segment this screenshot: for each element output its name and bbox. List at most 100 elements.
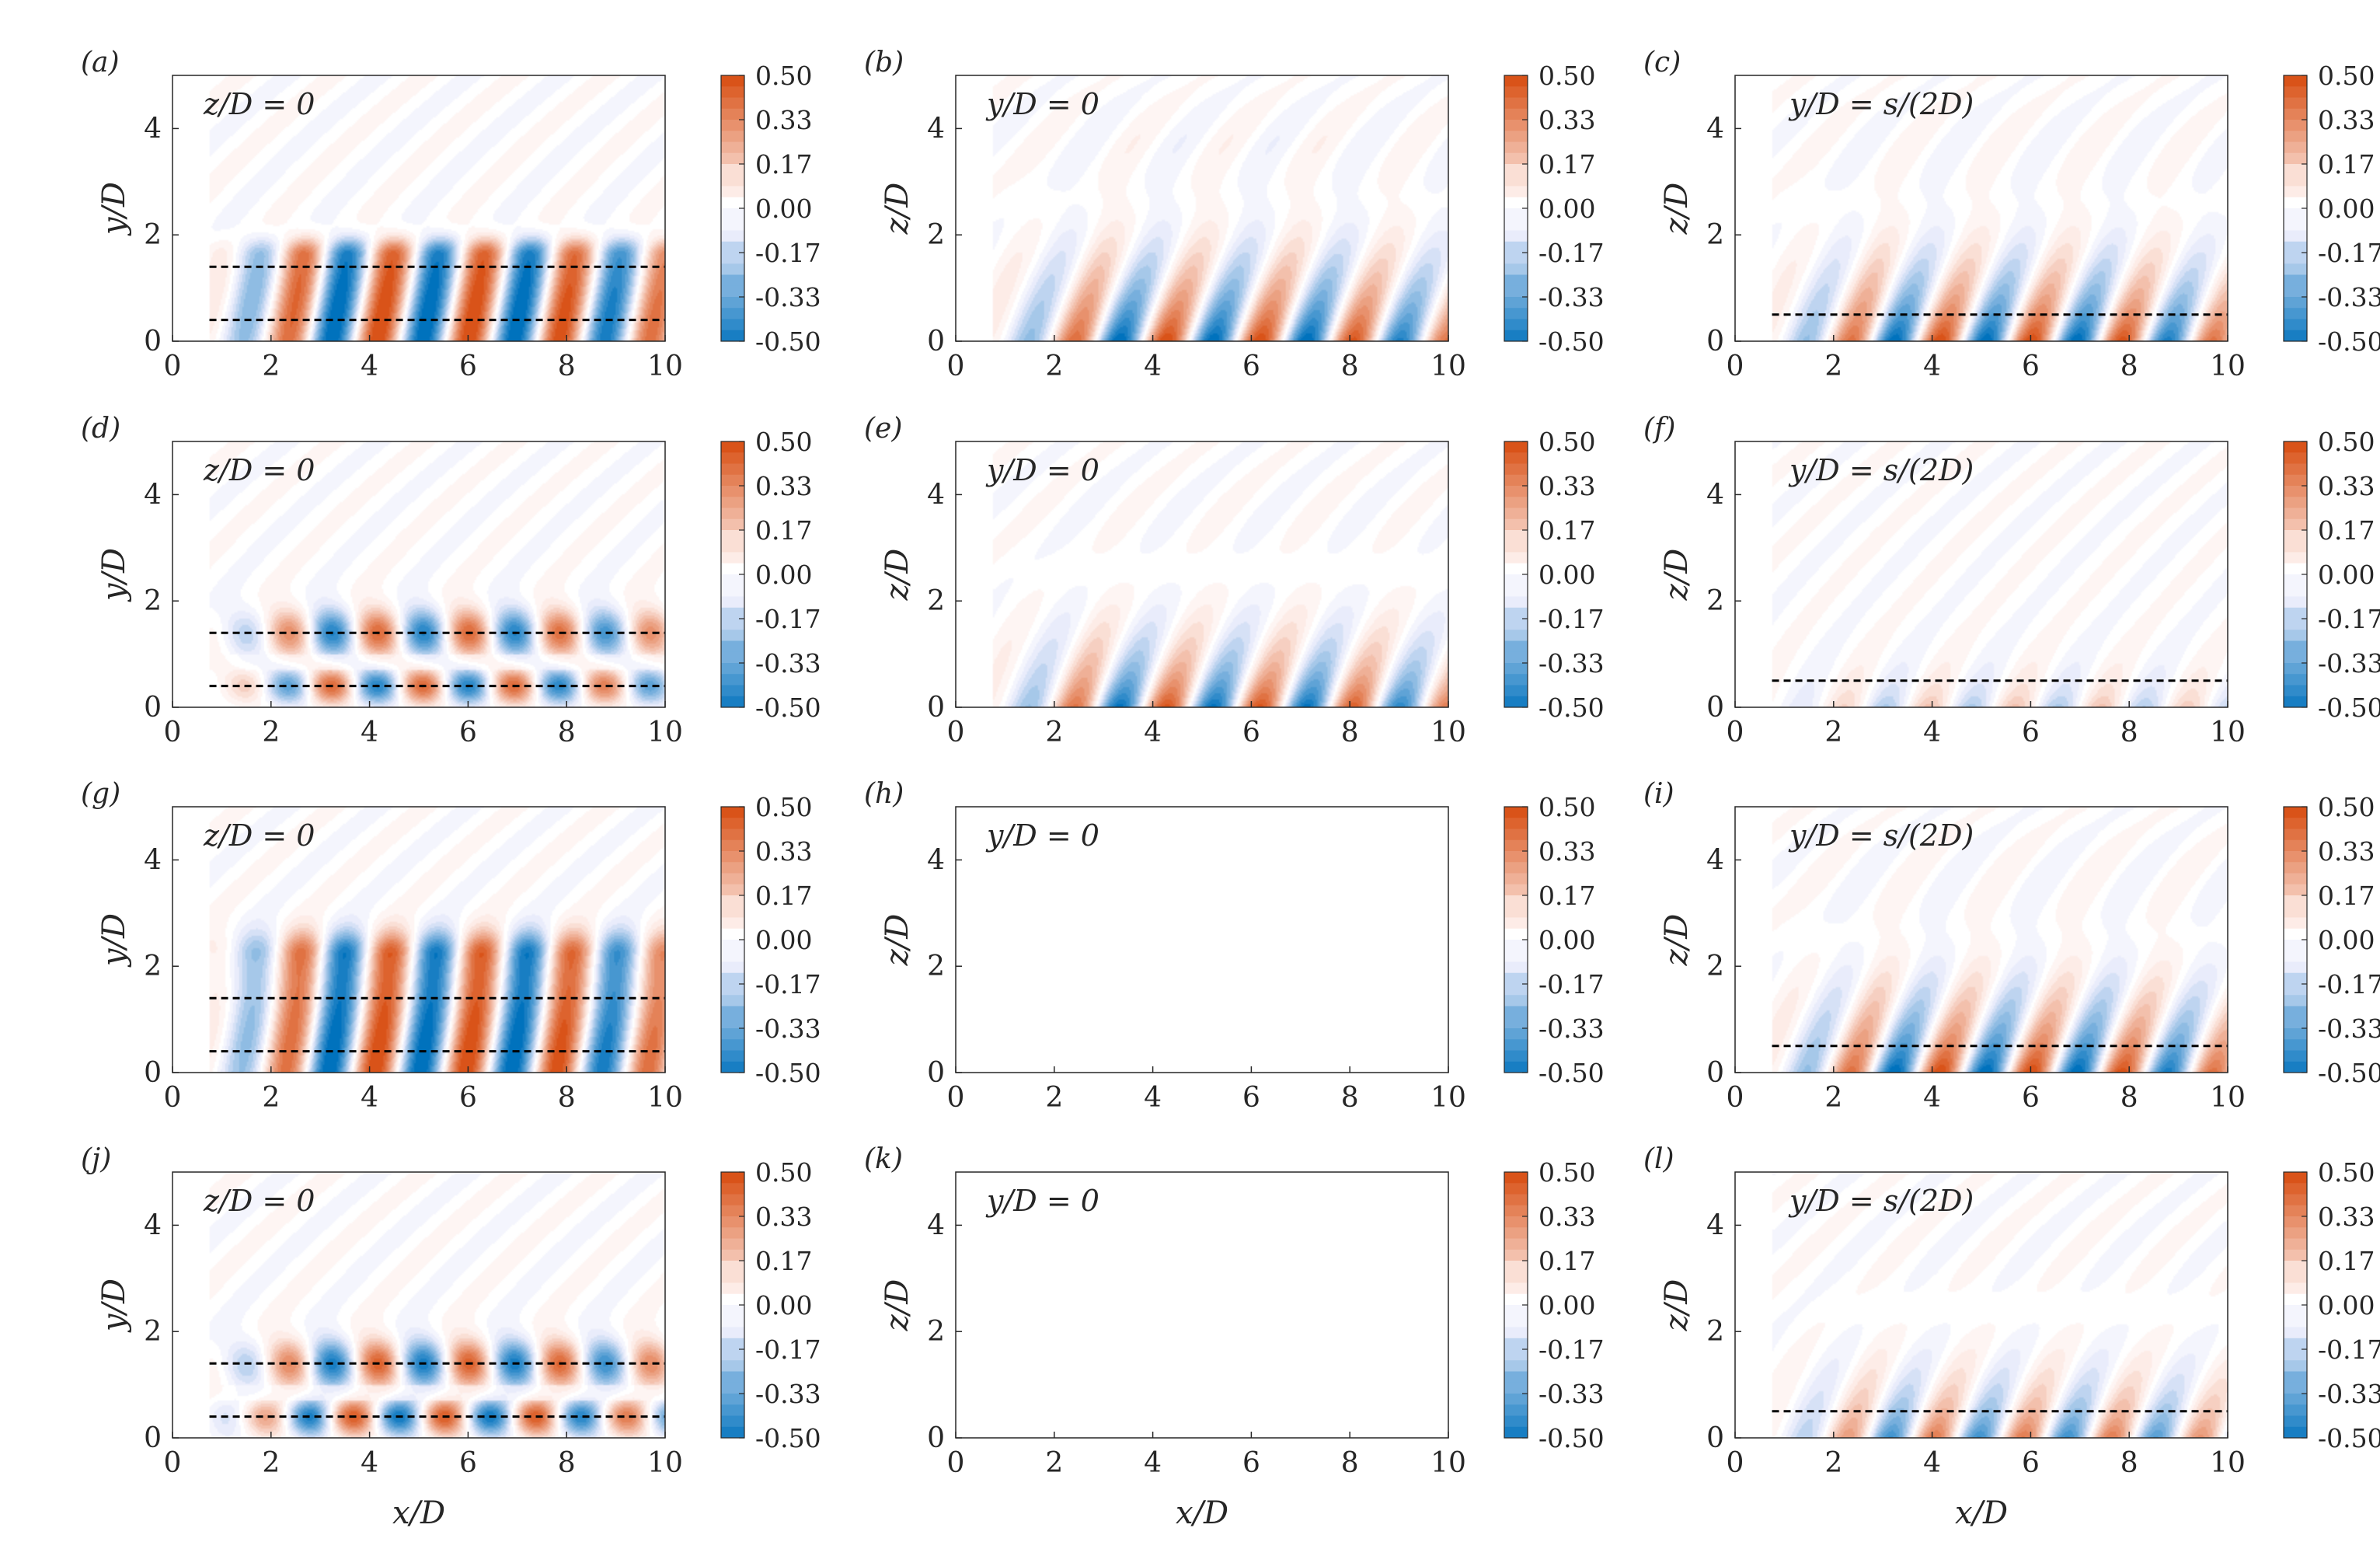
colorbar-segment	[1504, 1394, 1528, 1405]
y-tick-label: 4	[144, 113, 162, 145]
y-tick-label: 4	[144, 479, 162, 511]
panel-annotation: y/D = s/(2D)	[1788, 87, 1974, 121]
colorbar-segment	[721, 1305, 744, 1317]
colorbar-tick-label: 0.33	[2318, 105, 2375, 135]
colorbar-segment	[1504, 663, 1528, 675]
colorbar-tick-label: 0.50	[755, 1157, 812, 1188]
colorbar-tick-label: 0.50	[1538, 1157, 1595, 1188]
colorbar-segment	[1504, 851, 1528, 863]
colorbar-segment	[721, 1371, 744, 1383]
colorbar-segment	[2284, 995, 2307, 1007]
x-axis-label: x/D	[392, 1495, 445, 1531]
x-tick-label: 6	[2022, 1447, 2040, 1479]
x-tick-label: 6	[459, 717, 477, 748]
colorbar: 0.50 0.33 0.17 0.00 -0.17 -0.33 -0.50	[1504, 427, 1605, 723]
y-tick-label: 2	[927, 1316, 945, 1348]
x-tick-label: 6	[459, 1447, 477, 1479]
colorbar-tick-label: -0.33	[2318, 1379, 2380, 1409]
colorbar-segment	[2284, 928, 2307, 940]
colorbar-segment	[721, 619, 744, 630]
colorbar-tick-label: 0.50	[2318, 61, 2375, 91]
colorbar-segment	[2284, 1006, 2307, 1018]
y-tick-label: 0	[927, 326, 945, 358]
colorbar-segment	[2284, 585, 2307, 597]
colorbar-segment	[2284, 1183, 2307, 1195]
colorbar-segment	[2284, 1316, 2307, 1327]
panel-label: (l)	[1643, 1143, 1674, 1175]
colorbar-segment	[721, 807, 744, 818]
colorbar-segment	[2284, 1172, 2307, 1184]
y-axis-label: y/D	[96, 548, 132, 602]
heatmap-field	[172, 441, 665, 707]
colorbar-segment	[1504, 1039, 1528, 1051]
colorbar-tick-label: -0.33	[2318, 1013, 2380, 1044]
colorbar-tick-label: -0.17	[755, 969, 821, 1000]
colorbar-segment	[721, 940, 744, 951]
panel-annotation: y/D = 0	[985, 818, 1099, 853]
axes-frame	[955, 806, 1449, 1073]
colorbar-segment	[721, 1216, 744, 1228]
colorbar-segment	[2284, 308, 2307, 319]
colorbar-segment	[721, 1205, 744, 1217]
x-tick-label: 6	[2022, 351, 2040, 382]
colorbar-segment	[1504, 651, 1528, 664]
colorbar-segment	[1504, 839, 1528, 852]
axes-frame	[955, 441, 1449, 708]
colorbar-tick-label: 0.17	[1538, 515, 1595, 546]
colorbar-segment	[1504, 219, 1528, 231]
colorbar-tick-label: 0.50	[755, 61, 812, 91]
colorbar-segment	[2284, 1382, 2307, 1394]
colorbar-segment	[2284, 197, 2307, 209]
colorbar-segment	[1504, 1216, 1528, 1228]
axes-frame	[1734, 806, 2228, 1073]
y-tick-label: 0	[144, 692, 162, 724]
colorbar-segment	[721, 663, 744, 675]
x-tick-label: 10	[1430, 717, 1466, 748]
colorbar-tick-label: 0.33	[755, 105, 812, 135]
colorbar-segment	[2284, 940, 2307, 951]
heatmap-field	[1735, 1172, 2228, 1438]
colorbar-segment	[1504, 1360, 1528, 1372]
colorbar-segment	[721, 1261, 744, 1272]
colorbar-segment	[1504, 984, 1528, 996]
colorbar-segment	[2284, 1360, 2307, 1372]
y-axis-label: z/D	[880, 1279, 915, 1332]
colorbar-segment	[1504, 197, 1528, 209]
colorbar-tick-label: 0.17	[2318, 881, 2375, 911]
colorbar-tick-label: -0.17	[1538, 1334, 1605, 1365]
colorbar-segment	[721, 1061, 744, 1073]
colorbar-tick-label: 0.00	[2318, 1290, 2375, 1321]
colorbar-segment	[1504, 308, 1528, 319]
colorbar-segment	[2284, 607, 2307, 619]
colorbar-segment	[721, 1338, 744, 1350]
colorbar-segment	[2284, 474, 2307, 487]
colorbar-segment	[1504, 928, 1528, 940]
colorbar-segment	[721, 518, 744, 531]
panels: 0 2 4 6 8 10 0 2 4 y/D (a) z/D = 0 0.50 0.33 0.17 0.00 -…	[81, 47, 2380, 1531]
colorbar-segment	[721, 674, 744, 686]
colorbar-segment	[1504, 1338, 1528, 1350]
colorbar-tick-label: 0.50	[2318, 1157, 2375, 1188]
colorbar-segment	[1504, 1415, 1528, 1428]
colorbar: 0.50 0.33 0.17 0.00 -0.17 -0.33 -0.50	[2283, 792, 2380, 1088]
colorbar-segment	[2284, 574, 2307, 586]
colorbar-segment	[721, 574, 744, 586]
y-tick-label: 4	[927, 113, 945, 145]
colorbar-segment	[1504, 452, 1528, 464]
colorbar-segment	[1504, 563, 1528, 575]
colorbar-segment	[1504, 917, 1528, 930]
panel-annotation: y/D = s/(2D)	[1788, 818, 1974, 853]
x-tick-label: 10	[1430, 1447, 1466, 1479]
y-axis-label: z/D	[1659, 1279, 1695, 1332]
x-tick-label: 10	[647, 1082, 683, 1114]
axes-frame	[1734, 441, 2228, 708]
colorbar-segment	[721, 1394, 744, 1405]
colorbar-segment	[2284, 486, 2307, 497]
colorbar-segment	[721, 452, 744, 464]
colorbar-segment	[1504, 508, 1528, 520]
colorbar-tick-label: -0.50	[755, 1423, 821, 1453]
colorbar-segment	[721, 441, 744, 453]
y-tick-label: 4	[1706, 844, 1724, 876]
y-tick-label: 4	[927, 844, 945, 876]
colorbar-tick-label: 0.17	[2318, 515, 2375, 546]
